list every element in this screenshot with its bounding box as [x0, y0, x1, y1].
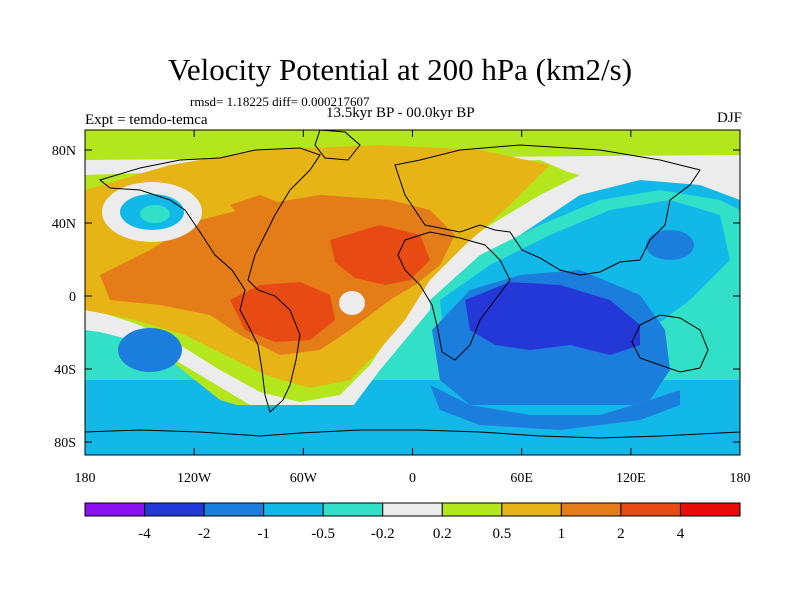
- atlantic-neutral-spot: [339, 291, 365, 315]
- colorbar-label: -1: [257, 526, 270, 542]
- africa-coastline: [397, 231, 511, 361]
- max-south-america: [230, 282, 335, 342]
- colorbar-swatch: [441, 502, 503, 517]
- colorbar-label: -2: [198, 526, 211, 542]
- north-pacific-low-inner: [140, 205, 170, 223]
- y-tick-label: 40S: [54, 363, 76, 378]
- velocity-potential-field: [85, 130, 740, 455]
- x-tick-label: 120W: [177, 471, 212, 486]
- southern-ocean-negative: [430, 385, 680, 430]
- experiment-label: Expt = temdo-temca: [85, 112, 208, 128]
- colorbar-swatch: [679, 502, 741, 517]
- region-neutral-band: [85, 155, 740, 418]
- colorbar-swatch: [322, 502, 384, 517]
- west-pacific-low: [646, 230, 694, 260]
- colorbar: -4 -2 -1 -0.5 -0.2 0.2 0.5 1 2 4: [84, 502, 741, 542]
- australia-coastline: [631, 314, 709, 373]
- americas-coastline: [98, 147, 321, 413]
- y-tick-label: 40N: [52, 217, 76, 232]
- x-tick-label: 180: [730, 471, 751, 486]
- y-tick-label: 80N: [52, 144, 76, 159]
- season-label: DJF: [716, 110, 742, 126]
- colorbar-swatch: [382, 502, 443, 517]
- rmsd-diff-stats: rmsd= 1.18225 diff= 0.000217607: [190, 94, 370, 109]
- colorbar-label: 0.2: [433, 526, 452, 542]
- colorbar-label: -4: [138, 526, 151, 542]
- colorbar-swatch: [263, 502, 324, 517]
- colorbar-swatch: [203, 502, 265, 517]
- max-north-america: [230, 195, 285, 222]
- colorbar-swatch: [560, 502, 622, 517]
- colorbar-swatch: [144, 502, 205, 517]
- colorbar-label: 2: [617, 526, 625, 542]
- y-tick-label: 80S: [54, 436, 76, 451]
- coastlines: [85, 130, 740, 439]
- colorbar-label: 4: [677, 526, 685, 542]
- plot-title: Velocity Potential at 200 hPa (km2/s): [167, 52, 633, 87]
- antarctica-coastline: [85, 429, 740, 439]
- greenland-coastline: [314, 130, 361, 161]
- colorbar-label: 0.5: [492, 526, 511, 542]
- colorbar-label: -0.2: [371, 526, 395, 542]
- eurasia-coastline: [394, 144, 701, 276]
- min-indian-ocean: [465, 282, 640, 355]
- x-tick-label: 0: [409, 471, 416, 486]
- x-axis: 180 120W 60W 0 60E 120E 180: [75, 130, 751, 486]
- x-tick-label: 60W: [290, 471, 318, 486]
- colorbar-swatch: [620, 502, 681, 517]
- colorbar-swatch: [84, 502, 146, 517]
- colorbar-swatch: [501, 502, 562, 517]
- time-period-label: 13.5kyr BP - 00.0kyr BP: [326, 105, 475, 121]
- colorbar-label: -0.5: [311, 526, 335, 542]
- colorbar-label: 1: [558, 526, 566, 542]
- x-tick-label: 60E: [510, 471, 533, 486]
- x-tick-label: 180: [75, 471, 96, 486]
- x-tick-label: 120E: [616, 471, 646, 486]
- y-axis: 80N 40N 0 40S 80S: [52, 144, 740, 451]
- south-pacific-low: [118, 328, 182, 372]
- y-tick-label: 0: [69, 290, 76, 305]
